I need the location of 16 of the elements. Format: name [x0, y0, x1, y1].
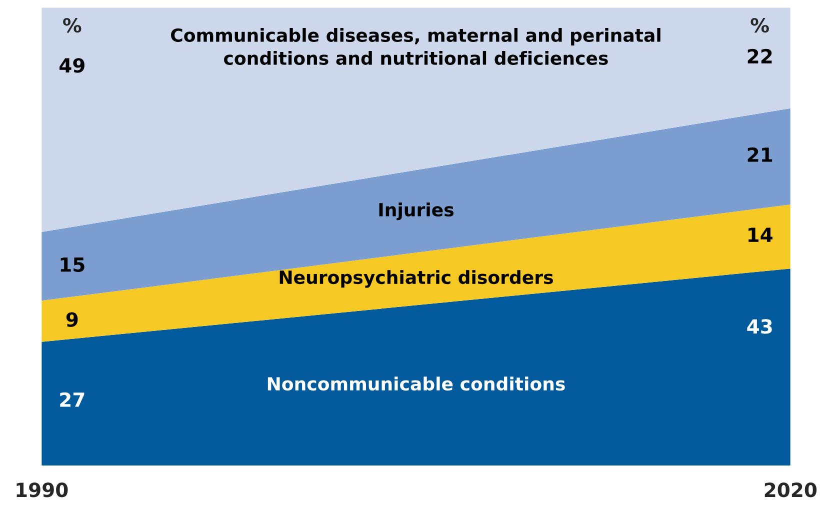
x-tick-label: 1990	[16, 482, 68, 498]
series-label: Injuries	[379, 202, 454, 220]
data-label: 15	[60, 258, 84, 272]
series-label: Neuropsychiatric disorders	[280, 270, 553, 288]
data-label: 9	[66, 312, 78, 327]
data-label: 49	[60, 58, 84, 73]
annotation: %	[750, 18, 769, 33]
data-label: 21	[748, 147, 772, 162]
data-label: 43	[747, 319, 772, 334]
series-label: Noncommunicable conditions	[268, 376, 565, 391]
annotation: %	[63, 18, 82, 33]
data-label: 27	[60, 392, 84, 407]
x-tick-label: 2020	[764, 482, 817, 498]
data-label: 14	[748, 228, 772, 242]
data-label: 22	[748, 48, 772, 64]
series-label: Communicable diseases, maternal and perinatal conditions and nutritional deficiences	[171, 28, 660, 65]
